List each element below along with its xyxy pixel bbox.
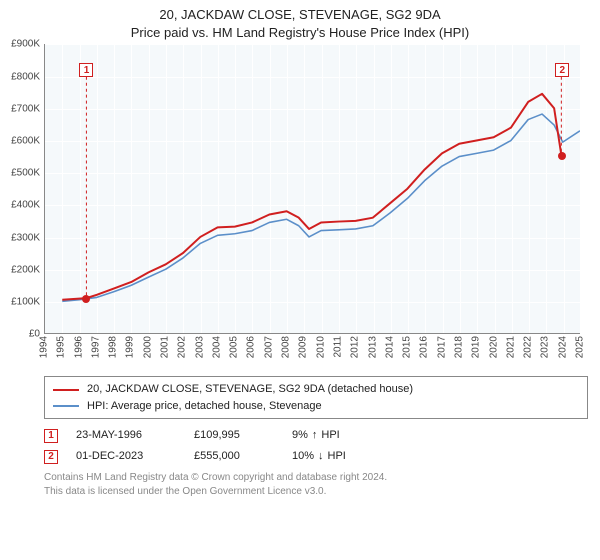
y-tick-label: £400K	[11, 200, 40, 211]
y-tick-label: £800K	[11, 71, 40, 82]
x-tick-label: 2013	[367, 336, 378, 358]
x-tick-label: 2025	[575, 336, 586, 358]
series-svg	[45, 44, 580, 333]
x-tick-label: 2009	[298, 336, 309, 358]
x-tick-label: 2024	[557, 336, 568, 358]
footer-line: Contains HM Land Registry data © Crown c…	[44, 471, 588, 485]
x-tick-label: 2004	[211, 336, 222, 358]
event-number: 2	[44, 450, 58, 464]
y-tick-label: £200K	[11, 264, 40, 275]
x-tick-label: 2020	[488, 336, 499, 358]
x-tick-label: 2012	[350, 336, 361, 358]
chart-area: £0£100K£200K£300K£400K£500K£600K£700K£80…	[0, 44, 600, 334]
event-delta-ref: HPI	[321, 425, 339, 446]
x-tick-label: 2023	[540, 336, 551, 358]
event-delta-pct: 10%	[292, 446, 314, 467]
event-price: £109,995	[194, 425, 274, 446]
footer-line: This data is licensed under the Open Gov…	[44, 485, 588, 499]
x-tick-label: 1997	[90, 336, 101, 358]
x-tick-label: 2000	[142, 336, 153, 358]
y-tick-label: £600K	[11, 136, 40, 147]
x-tick-label: 2019	[471, 336, 482, 358]
x-tick-label: 2015	[402, 336, 413, 358]
grid-line-v	[581, 44, 582, 333]
event-date: 01-DEC-2023	[76, 446, 176, 467]
x-tick-label: 2005	[229, 336, 240, 358]
event-delta-pct: 9%	[292, 425, 308, 446]
x-tick-label: 2011	[332, 336, 343, 358]
plot-area: 12	[44, 44, 580, 334]
x-tick-label: 2007	[263, 336, 274, 358]
x-tick-label: 2006	[246, 336, 257, 358]
event-table: 123-MAY-1996£109,9959%↑HPI201-DEC-2023£5…	[44, 425, 588, 467]
event-row: 1 23-MAY-1996 £109,995 9%↑HPI	[44, 425, 588, 446]
x-tick-label: 1994	[39, 336, 50, 358]
y-tick-label: £500K	[11, 168, 40, 179]
x-tick-label: 2003	[194, 336, 205, 358]
x-tick-label: 2022	[523, 336, 534, 358]
x-tick-label: 2021	[505, 336, 516, 358]
x-tick-label: 2002	[177, 336, 188, 358]
x-tick-label: 2014	[384, 336, 395, 358]
legend-label: HPI: Average price, detached house, Stev…	[87, 398, 322, 415]
x-axis: 1994 1995 1996 1997 1998 1999 2000 2001 2002 2003…	[0, 334, 600, 372]
event-delta-ref: HPI	[328, 446, 346, 467]
up-arrow-icon: ↑	[312, 425, 318, 446]
event-date: 23-MAY-1996	[76, 425, 176, 446]
event-marker-label: 1	[79, 63, 93, 77]
title-address: 20, JACKDAW CLOSE, STEVENAGE, SG2 9DA	[4, 6, 596, 24]
event-marker-label: 2	[555, 63, 569, 77]
x-tick-label: 2016	[419, 336, 430, 358]
event-delta: 9%↑HPI	[292, 425, 340, 446]
x-tick-label: 2008	[281, 336, 292, 358]
event-marker-dot	[558, 152, 566, 160]
series-line	[62, 94, 561, 300]
y-tick-label: £300K	[11, 232, 40, 243]
legend-item: HPI: Average price, detached house, Stev…	[53, 398, 579, 415]
x-tick-label: 1999	[125, 336, 136, 358]
y-tick-label: £100K	[11, 297, 40, 308]
legend-swatch	[53, 389, 79, 391]
event-delta: 10%↓HPI	[292, 446, 346, 467]
y-axis: £0£100K£200K£300K£400K£500K£600K£700K£80…	[0, 44, 44, 334]
legend-swatch	[53, 405, 79, 407]
legend-item: 20, JACKDAW CLOSE, STEVENAGE, SG2 9DA (d…	[53, 381, 579, 398]
legend: 20, JACKDAW CLOSE, STEVENAGE, SG2 9DA (d…	[44, 376, 588, 419]
x-tick-label: 2001	[160, 336, 171, 358]
y-tick-label: £900K	[11, 39, 40, 50]
chart-figure: { "title_line1": "20, JACKDAW CLOSE, STE…	[0, 0, 600, 560]
event-marker-dot	[82, 295, 90, 303]
down-arrow-icon: ↓	[318, 446, 324, 467]
x-tick-label: 1998	[108, 336, 119, 358]
event-row: 2 01-DEC-2023 £555,000 10%↓HPI	[44, 446, 588, 467]
title-block: 20, JACKDAW CLOSE, STEVENAGE, SG2 9DA Pr…	[0, 0, 600, 44]
series-line	[62, 114, 580, 301]
footer-attribution: Contains HM Land Registry data © Crown c…	[44, 471, 588, 498]
y-tick-label: £700K	[11, 103, 40, 114]
x-tick-label: 1995	[56, 336, 67, 358]
x-tick-label: 2018	[453, 336, 464, 358]
event-price: £555,000	[194, 446, 274, 467]
legend-label: 20, JACKDAW CLOSE, STEVENAGE, SG2 9DA (d…	[87, 381, 413, 398]
title-subtitle: Price paid vs. HM Land Registry's House …	[4, 24, 596, 42]
x-tick-label: 2010	[315, 336, 326, 358]
event-number: 1	[44, 429, 58, 443]
x-tick-label: 2017	[436, 336, 447, 358]
x-tick-label: 1996	[73, 336, 84, 358]
